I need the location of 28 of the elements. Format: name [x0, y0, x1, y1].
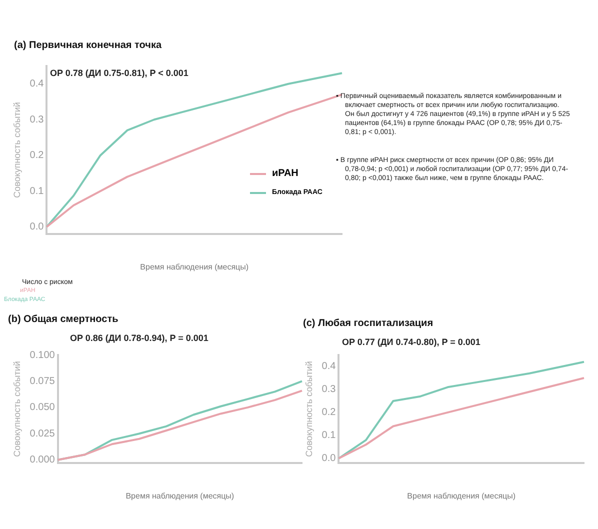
y-tick-label: 0.4 — [30, 78, 44, 90]
y-axis-title: Совокупность событий — [12, 102, 22, 198]
y-axis-title: Совокупность событий — [304, 361, 314, 457]
y-tick-label: 0.0 — [322, 453, 336, 464]
x-axis-title: Время наблюдения (месяцы) — [407, 491, 516, 500]
y-tick-label: 0.3 — [30, 114, 44, 126]
chart-title: (b) Общая смертность — [8, 314, 118, 325]
y-tick-label: 0.050 — [30, 402, 56, 414]
y-tick-label: 0.075 — [30, 376, 56, 387]
y-tick-label: 0.0 — [30, 222, 44, 233]
y-tick-label: 0.2 — [322, 407, 336, 418]
text: OP 0.86 (ДИ 0.78-0.94), P = 0.001 — [70, 333, 208, 345]
y-tick-label: 0.3 — [322, 384, 336, 396]
chart-title: (a) Первичная конечная точка — [14, 40, 162, 51]
y-tick-label: 0.000 — [30, 454, 56, 466]
legend-label: иРАН — [272, 168, 298, 179]
y-tick-label: 0.1 — [30, 186, 44, 197]
x-axis-title: Время наблюдения (месяцы) — [126, 491, 234, 500]
y-tick-label: 0.100 — [30, 350, 56, 361]
y-tick-label: 0.4 — [322, 361, 336, 372]
annotation: OP 0.78 (ДИ 0.75-0.81), P < 0.001 — [50, 68, 188, 80]
y-tick-label: 0.2 — [30, 150, 44, 162]
chart-title: (c) Любая госпитализация — [303, 318, 434, 329]
x-axis-title: Время наблюдения (месяцы) — [140, 262, 249, 272]
y-tick-label: 0.025 — [30, 428, 56, 440]
text: OP 0.77 (ДИ 0.74-0.80), P = 0.001 — [342, 337, 480, 349]
y-axis-title: Совокупность событий — [12, 361, 22, 457]
y-tick-label: 0.1 — [322, 430, 336, 442]
